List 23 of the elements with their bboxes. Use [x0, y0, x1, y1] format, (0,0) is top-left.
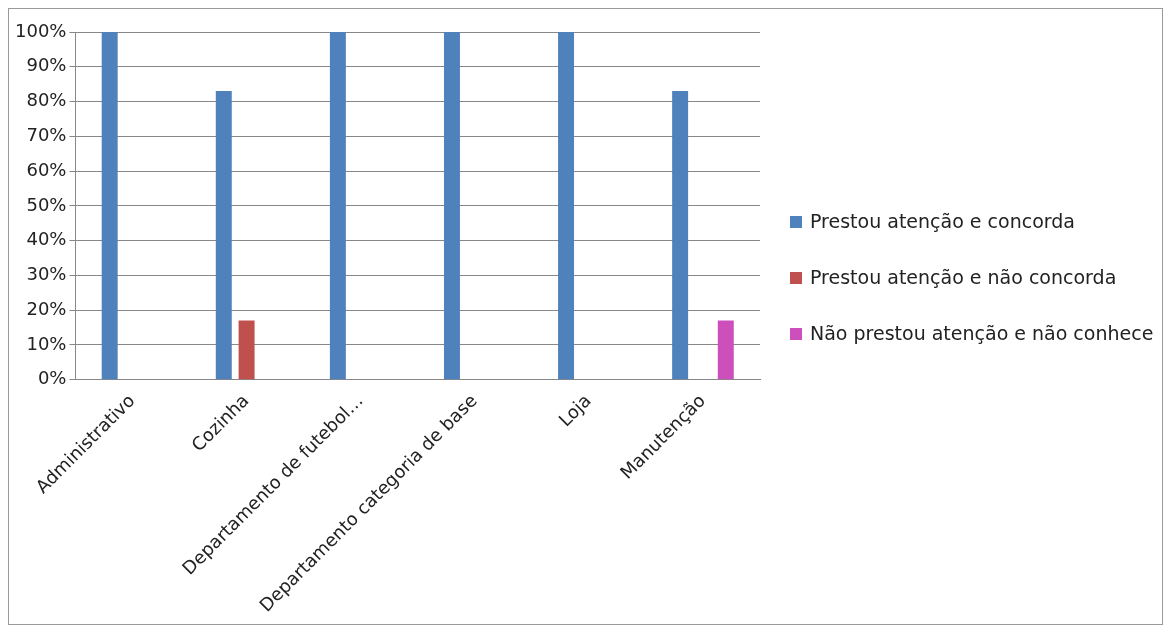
bar — [558, 32, 575, 380]
y-tick-label: 70% — [26, 123, 67, 145]
legend-label: Não prestou atenção e não conhece — [810, 322, 1154, 344]
y-tick-label: 60% — [26, 158, 67, 180]
y-tick-label: 90% — [26, 54, 67, 76]
bar — [329, 32, 346, 380]
bar — [101, 32, 118, 380]
bar — [672, 91, 689, 380]
y-tick-label: 40% — [26, 228, 67, 250]
y-tick-label: 30% — [26, 263, 67, 285]
bar — [717, 320, 734, 380]
y-tick-label: 80% — [26, 89, 67, 111]
y-tick-label: 10% — [26, 332, 67, 354]
y-tick-label: 0% — [37, 367, 67, 389]
x-tick-label: Loja — [554, 389, 595, 431]
bar — [215, 91, 232, 380]
bar — [443, 32, 460, 380]
legend-label: Prestou atenção e concorda — [810, 210, 1075, 232]
y-tick-label: 100% — [14, 19, 67, 41]
bar — [238, 320, 255, 380]
legend-label: Prestou atenção e não concorda — [810, 266, 1117, 288]
y-tick-label: 50% — [26, 193, 67, 215]
y-tick-label: 20% — [26, 297, 67, 319]
